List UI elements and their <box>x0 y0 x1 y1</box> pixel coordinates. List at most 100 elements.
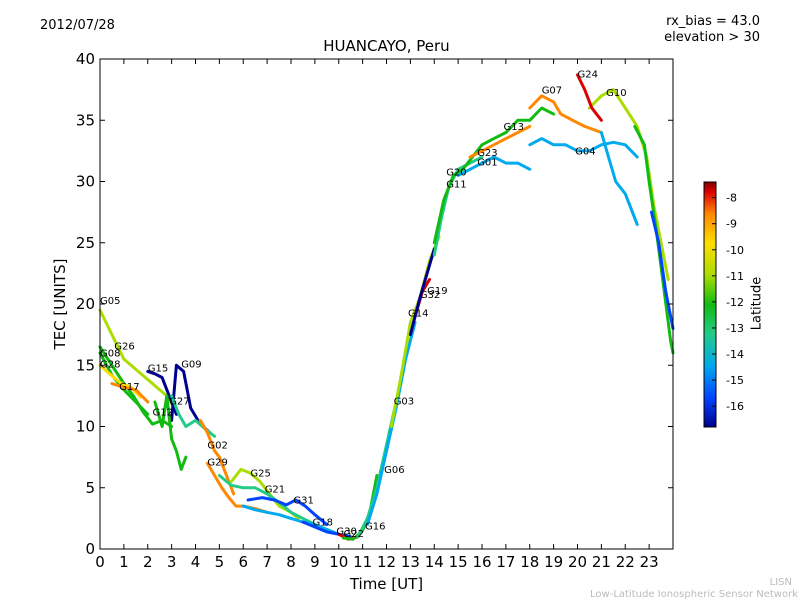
x-tick-label: 15 <box>449 553 468 571</box>
series-label-g05: G05 <box>100 296 120 307</box>
colorbar-tick-label: -9 <box>726 218 737 231</box>
x-tick-label: 10 <box>329 553 348 571</box>
x-tick-label: 8 <box>286 553 296 571</box>
series-line-g04 <box>528 137 639 159</box>
y-tick-label: 20 <box>76 295 95 313</box>
x-tick-label: 6 <box>238 553 248 571</box>
series-label-g18: G18 <box>313 518 333 529</box>
series-line-g31 <box>246 496 329 526</box>
series-label-g12: G12 <box>153 408 173 419</box>
series-label-g23: G23 <box>477 148 497 159</box>
colorbar-tick-label: -12 <box>726 296 744 309</box>
series-line-g17 <box>110 382 150 404</box>
series-label-g03: G03 <box>394 396 414 407</box>
series-label-g16: G16 <box>365 521 385 532</box>
series-label-g28: G28 <box>100 360 120 371</box>
chart-title: HUANCAYO, Peru <box>323 37 450 55</box>
series-label-g32: G32 <box>420 290 440 301</box>
x-tick-label: 12 <box>377 553 396 571</box>
y-tick-label: 0 <box>85 540 95 558</box>
colorbar <box>703 181 717 428</box>
colorbar-tick-label: -14 <box>726 348 744 361</box>
series-label-g08: G08 <box>100 349 120 360</box>
series-layer <box>98 73 675 541</box>
series-label-g09: G09 <box>181 360 201 371</box>
series-line-g02 <box>198 418 236 496</box>
series-line-g21 <box>217 474 317 526</box>
x-tick-label: 2 <box>143 553 153 571</box>
series-line-g01 <box>456 155 532 177</box>
series-label-g29: G29 <box>207 458 227 469</box>
series-line-g13 <box>480 106 556 147</box>
y-tick-label: 30 <box>76 173 95 191</box>
series-line-g13b <box>599 131 639 226</box>
series-line-g10 <box>587 88 670 281</box>
series-label-g14: G14 <box>408 308 428 319</box>
rx-bias-label: rx_bias = 43.0 <box>666 14 760 29</box>
series-label-g26: G26 <box>114 341 134 352</box>
x-tick-label: 19 <box>544 553 563 571</box>
series-label-g24: G24 <box>578 69 598 80</box>
y-tick-label: 15 <box>76 356 95 374</box>
x-tick-label: 11 <box>353 553 372 571</box>
colorbar-tick-label: -13 <box>726 322 744 335</box>
x-tick-label: 1 <box>119 553 129 571</box>
series-line-g18 <box>241 504 341 536</box>
x-tick-label: 3 <box>167 553 177 571</box>
series-label-g25: G25 <box>250 469 270 480</box>
colorbar-tick-label: -15 <box>726 374 744 387</box>
series-line-g08 <box>98 351 150 416</box>
series-label-g01: G01 <box>477 158 497 169</box>
series-label-g15: G15 <box>148 363 168 374</box>
x-tick-label: 17 <box>496 553 515 571</box>
y-tick-label: 35 <box>76 111 95 129</box>
series-label-g11: G11 <box>446 180 466 191</box>
colorbar-tick-label: -11 <box>726 270 744 283</box>
series-line-g11b <box>650 210 675 330</box>
date-label: 2012/07/28 <box>40 18 115 33</box>
axes: 0 1 2 3 4 5 6 7 8 9 10 11 12 13 14 15 16 17 18 19 20 21 22 2305… <box>76 50 673 571</box>
x-tick-label: 5 <box>215 553 225 571</box>
x-tick-label: 18 <box>520 553 539 571</box>
series-label-g04: G04 <box>575 147 595 158</box>
series-label-g13: G13 <box>504 122 524 133</box>
series-label-g22: G22 <box>344 529 364 540</box>
series-label-g30: G30 <box>336 526 356 537</box>
colorbar-ticks: -8 -9 -10 -11 -12 -13 -14 -15 -16 <box>712 192 744 413</box>
settings-block: rx_bias = 43.0 elevation > 30 <box>664 14 760 46</box>
x-tick-label: 4 <box>191 553 201 571</box>
org-full-label: Low-Latitude Ionospheric Sensor Network <box>590 589 798 600</box>
x-tick-label: 16 <box>472 553 491 571</box>
x-tick-label: 21 <box>592 553 611 571</box>
series-label-g31: G31 <box>293 496 313 507</box>
series-label-g06: G06 <box>384 465 404 476</box>
series-line-g03 <box>365 320 417 526</box>
series-line-g07 <box>528 94 603 134</box>
colorbar-tick-label: -10 <box>726 244 744 257</box>
elevation-label: elevation > 30 <box>664 30 760 45</box>
series-label-g10: G10 <box>606 88 626 99</box>
org-short-label: LISN <box>769 577 792 588</box>
x-tick-label: 0 <box>95 553 105 571</box>
x-tick-label: 7 <box>262 553 272 571</box>
series-label-g21: G21 <box>265 485 285 496</box>
series-line-g27b <box>633 124 675 355</box>
x-axis-label: Time [UT] <box>349 575 424 593</box>
series-label-g07: G07 <box>542 85 562 96</box>
y-tick-label: 25 <box>76 234 95 252</box>
x-tick-label: 22 <box>616 553 635 571</box>
x-tick-label: 9 <box>310 553 320 571</box>
series-line-g32 <box>408 247 436 337</box>
colorbar-tick-label: -8 <box>726 192 737 205</box>
series-line-g15 <box>146 369 178 416</box>
series-label-g02: G02 <box>207 441 227 452</box>
y-tick-label: 5 <box>85 479 95 497</box>
series-line-g24 <box>576 73 603 122</box>
y-tick-label: 10 <box>76 418 95 436</box>
x-tick-label: 20 <box>568 553 587 571</box>
series-label-g20: G20 <box>446 167 466 178</box>
series-label-g19: G19 <box>427 286 447 297</box>
series-line-g12 <box>153 394 188 471</box>
